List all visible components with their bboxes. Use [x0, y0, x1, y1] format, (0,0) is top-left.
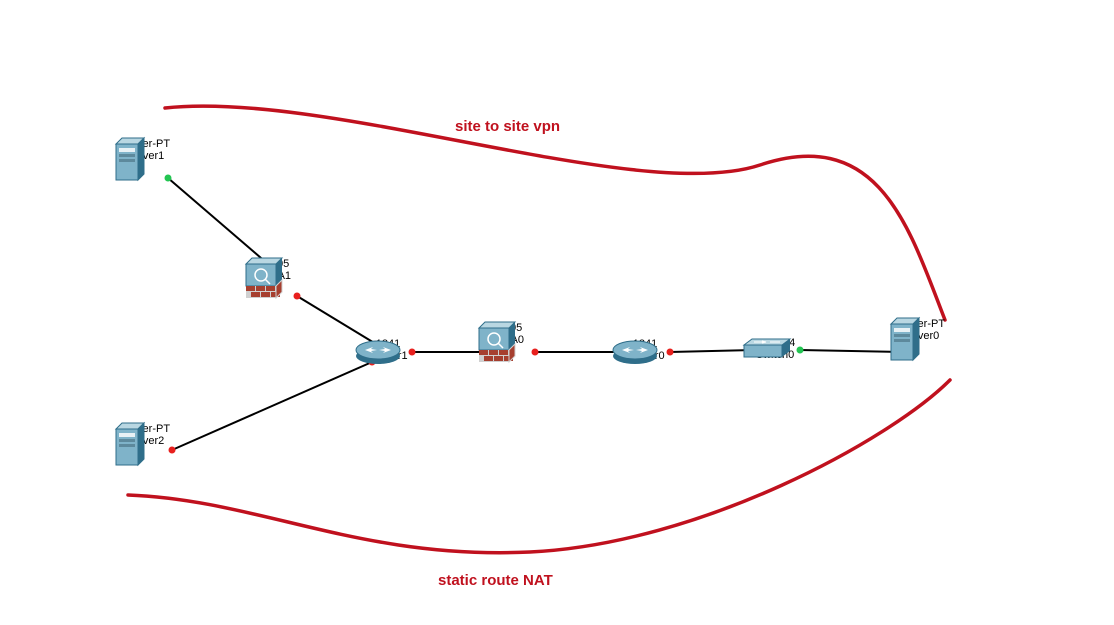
- port-dot: [165, 175, 172, 182]
- annotation-text: site to site vpn: [455, 118, 560, 135]
- device-server1[interactable]: Server-PT Server1: [110, 136, 180, 162]
- port-dot: [169, 447, 176, 454]
- device-router1[interactable]: 1841 Router1: [353, 336, 423, 362]
- annotation-curve: [128, 380, 950, 553]
- diagram-svg: [0, 0, 1114, 625]
- port-dot: [294, 293, 301, 300]
- port-dot: [532, 349, 539, 356]
- annotation-text: static route NAT: [438, 572, 553, 589]
- device-server2[interactable]: Server-PT Server2: [110, 421, 180, 447]
- link: [172, 362, 372, 450]
- device-asa1[interactable]: 5505 ASA1: [242, 256, 312, 282]
- device-router0[interactable]: 1841 Router0: [610, 336, 680, 362]
- link: [168, 178, 268, 264]
- device-switch0[interactable]: 2950-24 Switch0: [740, 335, 810, 361]
- device-server0[interactable]: Server-PT Server0: [885, 316, 955, 342]
- device-asa0[interactable]: 5505 ASA0: [475, 320, 545, 346]
